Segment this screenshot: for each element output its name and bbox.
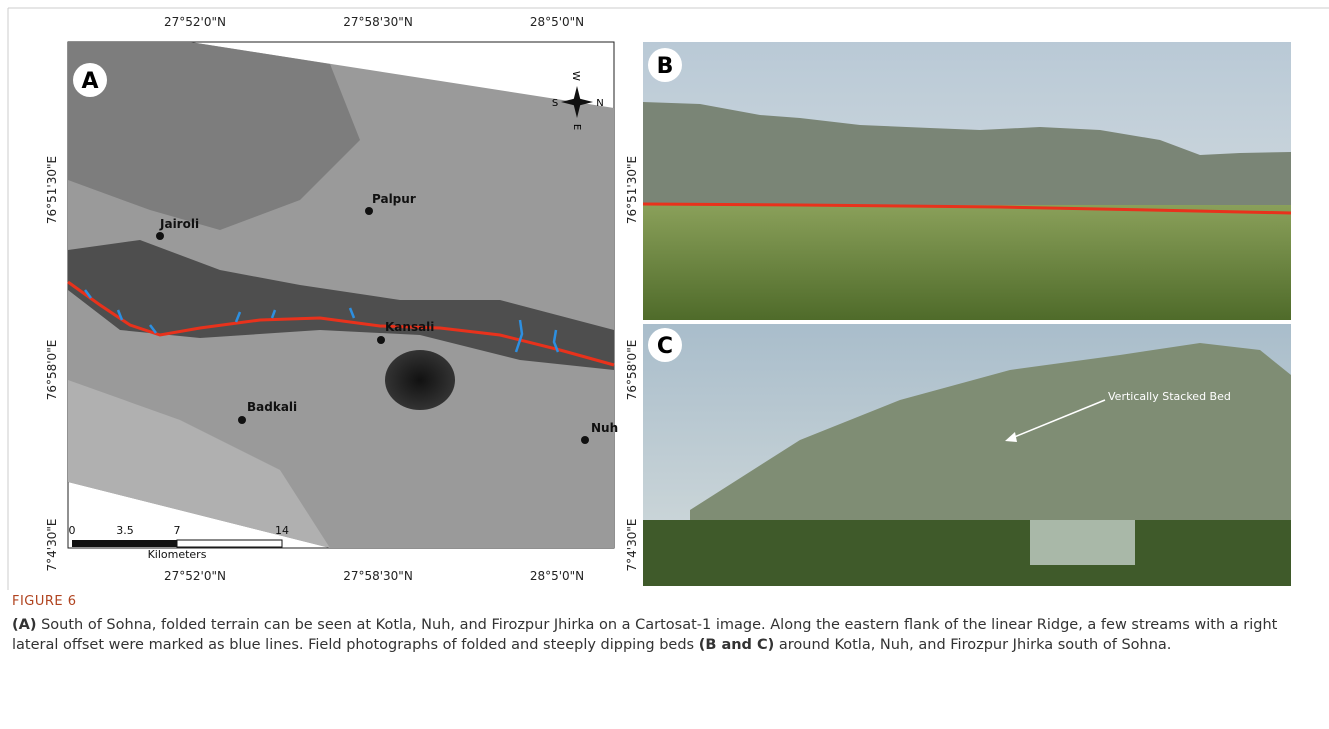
place-label: Badkali: [247, 400, 297, 414]
coord-label: 28°5'0"N: [530, 569, 584, 583]
scale-label: 0: [69, 524, 76, 537]
coord-label: 27°58'30"N: [343, 569, 413, 583]
coord-label: 76°51'30"E: [45, 156, 59, 224]
coord-label: 28°5'0"N: [530, 15, 584, 29]
coord-label: 76°58'0"E: [45, 340, 59, 401]
coord-label: 27°58'30"N: [343, 15, 413, 29]
compass-label: S: [552, 98, 558, 109]
scale-bar: [177, 540, 282, 547]
coord-label: 76°51'30"E: [625, 156, 639, 224]
coord-label: 7°4'30"E: [625, 519, 639, 572]
caption-text: (A) South of Sohna, folded terrain can b…: [12, 615, 1312, 655]
caption-bold: (A): [12, 617, 36, 633]
caption: FIGURE 6 (A) South of Sohna, folded terr…: [12, 594, 1312, 655]
figure-label: FIGURE 6: [12, 594, 1312, 609]
coord-label: 7°4'30"E: [45, 519, 59, 572]
panel-label: A: [81, 69, 98, 94]
annotation: Vertically Stacked Bed: [1108, 390, 1231, 403]
place-label: Jairoli: [159, 217, 199, 231]
scale-unit: Kilometers: [148, 548, 207, 561]
coord-label: 27°52'0"N: [164, 569, 226, 583]
photo-b-field: [643, 205, 1291, 320]
compass-label: W: [570, 71, 581, 81]
place-label: Nuh: [591, 421, 618, 435]
scale-label: 3.5: [116, 524, 134, 537]
caption-part: around Kotla, Nuh, and Firozpur Jhirka s…: [779, 637, 1172, 653]
place-label: Palpur: [372, 192, 416, 206]
compass-label: N: [596, 98, 603, 109]
panel-label: B: [657, 54, 674, 79]
page: Jairoli Palpur Kansali Badkali Nuh A W S…: [0, 0, 1329, 729]
scale-label: 7: [174, 524, 181, 537]
map-lake: [385, 350, 455, 410]
photo-c-house: [1030, 520, 1135, 565]
compass-label: E: [571, 124, 582, 130]
coord-label: 27°52'0"N: [164, 15, 226, 29]
figure: Jairoli Palpur Kansali Badkali Nuh A W S…: [0, 0, 1329, 590]
photo-c-trees: [643, 520, 1291, 586]
coord-label: 76°58'0"E: [625, 340, 639, 401]
scale-label: 14: [275, 524, 289, 537]
panel-label: C: [657, 334, 673, 359]
caption-bold: (B and C): [699, 637, 775, 653]
place-label: Kansali: [385, 320, 434, 334]
scale-bar: [72, 540, 177, 547]
